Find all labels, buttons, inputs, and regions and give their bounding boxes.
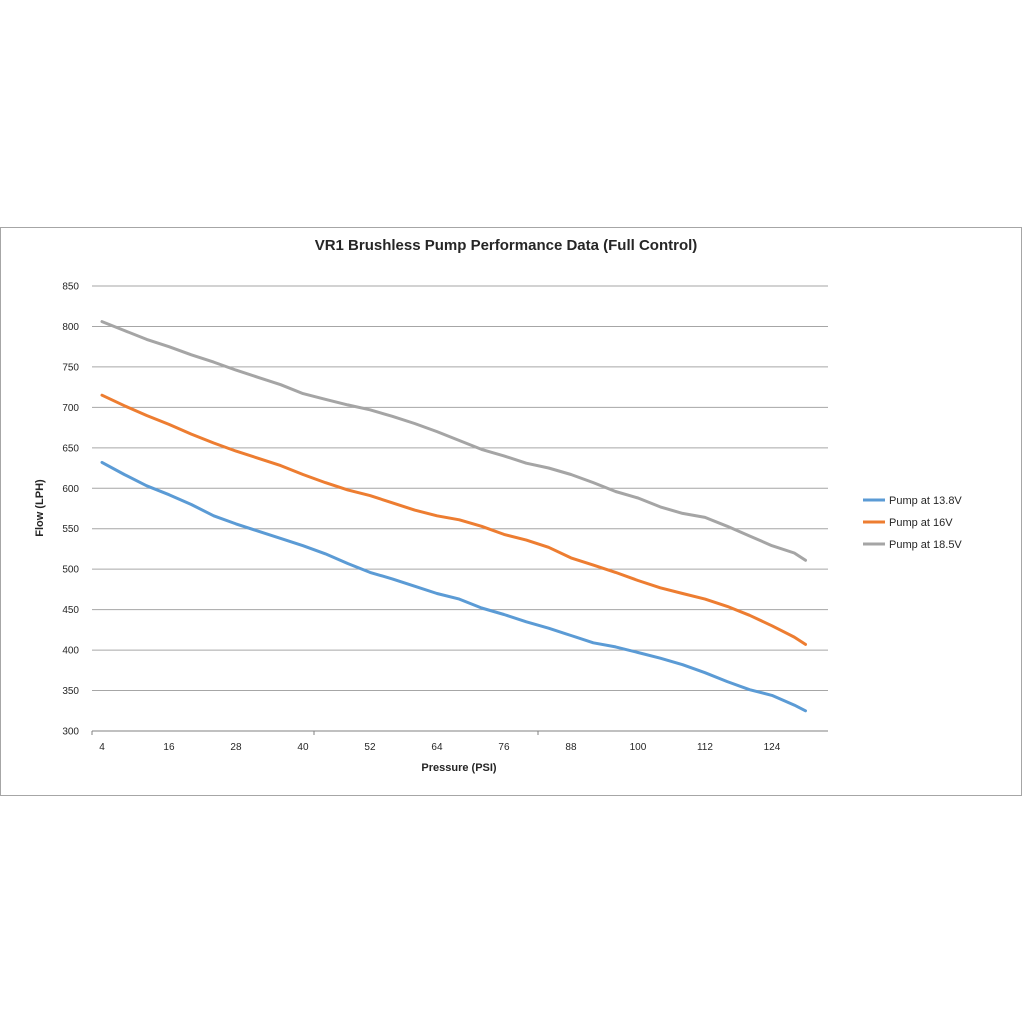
x-tick-label: 76 — [498, 742, 510, 753]
legend: Pump at 13.8V Pump at 16V Pump at 18.5V — [863, 495, 962, 551]
y-tick-label: 350 — [62, 686, 79, 697]
x-tick-label: 100 — [630, 742, 647, 753]
legend-label: Pump at 16V — [889, 517, 953, 529]
x-tick-label: 52 — [364, 742, 376, 753]
y-tick-label: 800 — [62, 322, 79, 333]
y-tick-label: 500 — [62, 565, 79, 576]
y-axis-title: Flow (LPH) — [34, 479, 46, 537]
series-lines — [100, 320, 807, 713]
y-tick-label: 400 — [62, 646, 79, 657]
series-line-1 — [100, 460, 807, 713]
x-tick-label: 28 — [230, 742, 242, 753]
legend-label: Pump at 13.8V — [889, 495, 962, 507]
y-tick-label: 300 — [62, 727, 79, 738]
y-tick-label: 850 — [62, 282, 79, 293]
y-tick-label: 600 — [62, 484, 79, 495]
chart-area: VR1 Brushless Pump Performance Data (Ful… — [0, 227, 1022, 796]
line-chart: VR1 Brushless Pump Performance Data (Ful… — [34, 237, 962, 774]
x-tick-label: 4 — [99, 742, 105, 753]
y-tick-label: 450 — [62, 605, 79, 616]
y-tick-label: 550 — [62, 524, 79, 535]
y-axis-ticks: 300 350 400 450 500 550 600 650 700 750 800 850 — [62, 282, 79, 738]
x-tick-label: 112 — [697, 742, 713, 753]
series-line-3 — [100, 320, 807, 562]
series-line-2 — [100, 393, 807, 646]
gridlines — [92, 285, 828, 732]
x-tick-label: 124 — [764, 742, 781, 753]
y-tick-label: 750 — [62, 362, 79, 373]
x-axis-title: Pressure (PSI) — [421, 762, 497, 774]
y-tick-label: 700 — [62, 403, 79, 414]
x-tick-label: 88 — [565, 742, 577, 753]
legend-label: Pump at 18.5V — [889, 539, 962, 551]
x-tick-label: 16 — [163, 742, 175, 753]
x-axis-ticks: 4 16 28 40 52 64 76 88 100 112 124 — [91, 731, 781, 753]
x-tick-label: 40 — [297, 742, 309, 753]
chart-title: VR1 Brushless Pump Performance Data (Ful… — [315, 237, 698, 254]
x-tick-label: 64 — [431, 742, 443, 753]
y-tick-label: 650 — [62, 443, 79, 454]
